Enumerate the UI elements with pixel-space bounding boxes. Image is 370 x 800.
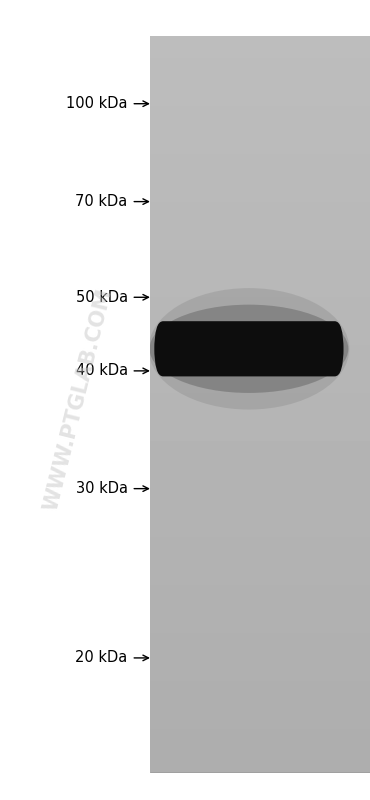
Text: 20 kDa: 20 kDa [75, 650, 128, 666]
Text: 100 kDa: 100 kDa [66, 96, 128, 111]
Text: 70 kDa: 70 kDa [75, 194, 128, 209]
Bar [150, 36, 370, 772]
Text: 50 kDa: 50 kDa [75, 290, 128, 305]
Text: 30 kDa: 30 kDa [75, 481, 128, 496]
Text: 40 kDa: 40 kDa [75, 363, 128, 378]
Text: WWW.PTGLAB.COM: WWW.PTGLAB.COM [40, 286, 115, 514]
